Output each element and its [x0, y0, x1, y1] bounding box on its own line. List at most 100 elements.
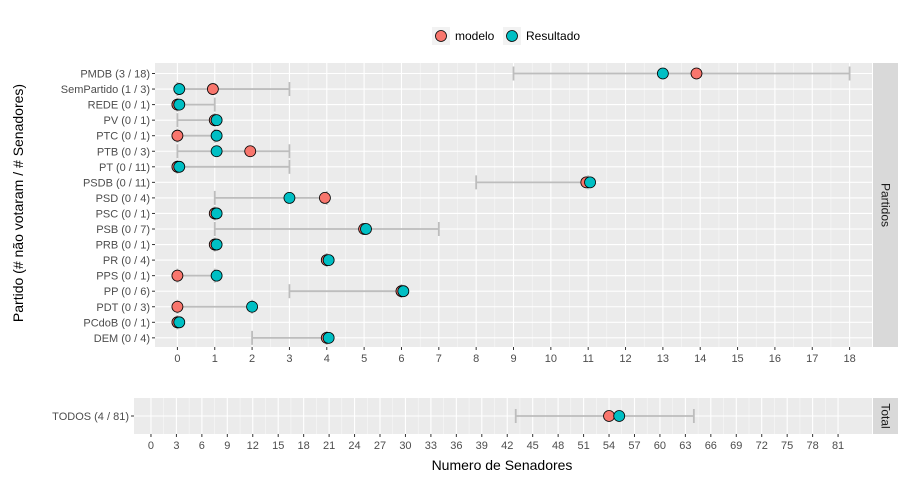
x-tick-label: 69 [730, 440, 742, 452]
x-tick-label: 39 [476, 440, 488, 452]
x-tick-label: 10 [545, 353, 557, 365]
x-tick-label: 6 [398, 353, 404, 365]
x-tick-label: 12 [619, 353, 631, 365]
x-tick-label: 42 [501, 440, 513, 452]
x-tick-label: 30 [399, 440, 411, 452]
y-tick-label: PCdoB (0 / 1) [83, 317, 150, 329]
range-ptb [176, 144, 291, 159]
x-tick-label: 3 [286, 353, 292, 365]
y-tick-label: PRB (0 / 1) [96, 240, 150, 252]
x-tick-label: 24 [348, 440, 360, 452]
x-tick-label: 1 [212, 353, 218, 365]
x-tick-label: 14 [694, 353, 706, 365]
x-tick-label: 16 [769, 353, 781, 365]
x-tick-label: 6 [199, 440, 205, 452]
point-resultado-pp [397, 285, 410, 298]
x-tick-label: 17 [806, 353, 818, 365]
y-tick-label: PTC (0 / 1) [96, 131, 150, 143]
point-resultado-psb [360, 223, 372, 235]
point-modelo-ptc [171, 129, 184, 142]
x-tick-label: 11 [582, 353, 593, 365]
legend-key-resultado [506, 30, 518, 42]
point-modelo-ptb [244, 145, 257, 158]
y-tick-label: PSB (0 / 7) [96, 224, 150, 236]
y-tick-label: PMDB (3 / 18) [80, 69, 150, 81]
range-psb [213, 222, 440, 236]
point-resultado-psd [283, 191, 296, 204]
x-tick-label: 9 [510, 353, 516, 365]
x-tick-label: 48 [552, 440, 564, 452]
point-resultado-rede [173, 98, 186, 111]
x-tick-label: 54 [603, 440, 615, 452]
x-tick-label: 8 [473, 353, 479, 365]
point-resultado-prb [210, 238, 223, 251]
legend: modelo Resultado [432, 27, 580, 45]
y-tick-label: DEM (0 / 4) [94, 333, 150, 345]
facet-strip-bg [873, 398, 898, 434]
facet-strip-label: Partidos [879, 183, 893, 227]
legend-label-resultado: Resultado [526, 29, 580, 43]
x-tick-label: 63 [679, 440, 691, 452]
point-resultado-dem [322, 331, 335, 344]
facet-strip-label: Total [879, 403, 893, 428]
x-tick-label: 27 [374, 440, 386, 452]
point-resultado-pr [322, 254, 335, 267]
point-resultado-pmdb [656, 67, 669, 80]
range-pmdb [512, 66, 851, 81]
x-tick-label: 75 [781, 440, 793, 452]
y-tick-label: PP (0 / 6) [104, 286, 150, 298]
x-tick-label: 5 [361, 353, 367, 365]
point-resultado-ptc [210, 129, 223, 142]
x-tick-label: 45 [527, 440, 539, 452]
y-tick-label: TODOS (4 / 81) [52, 411, 129, 423]
point-modelo-pmdb [690, 67, 703, 80]
x-tick-label: 72 [756, 440, 768, 452]
x-tick-label: 66 [705, 440, 717, 452]
x-tick-label: 18 [298, 440, 310, 452]
legend-key-modelo [435, 30, 447, 42]
y-tick-label: SemPartido (1 / 3) [61, 84, 150, 96]
legend-label-modelo: modelo [455, 29, 495, 43]
y-tick-label: PTB (0 / 3) [97, 146, 150, 158]
point-resultado-todos [613, 410, 626, 422]
x-tick-label: 0 [148, 440, 154, 452]
y-tick-label: PR (0 / 4) [103, 255, 150, 267]
x-tick-label: 78 [806, 440, 818, 452]
x-tick-label: 4 [324, 353, 330, 365]
y-tick-label: REDE (0 / 1) [88, 100, 150, 112]
y-tick-label: PDT (0 / 3) [96, 302, 150, 314]
y-axis-title: Partido (# não votaram / # Senadores) [10, 84, 26, 322]
x-tick-label: 33 [425, 440, 437, 452]
x-tick-label: 81 [832, 440, 844, 452]
point-resultado-sempartido [173, 83, 186, 95]
x-tick-label: 3 [173, 440, 179, 452]
point-modelo-pps [171, 269, 184, 282]
x-tick-label: 21 [323, 440, 335, 452]
y-tick-label: PSC (0 / 1) [96, 208, 150, 220]
x-tick-label: 12 [247, 440, 259, 452]
point-resultado-pdt [246, 300, 258, 313]
point-resultado-ptb [210, 145, 223, 158]
point-modelo-psd [319, 191, 331, 204]
point-modelo-todos [603, 410, 615, 422]
x-tick-label: 0 [174, 353, 180, 365]
y-tick-label: PT (0 / 11) [99, 162, 150, 174]
x-tick-label: 7 [436, 353, 442, 365]
point-resultado-pps [210, 269, 223, 282]
y-tick-label: PSD (0 / 4) [96, 193, 150, 205]
point-modelo-sempartido [206, 83, 219, 95]
x-tick-label: 57 [628, 440, 640, 452]
point-modelo-pdt [171, 300, 184, 313]
facet-strip-bg [873, 63, 898, 347]
x-tick-label: 60 [654, 440, 666, 452]
x-tick-label: 15 [272, 440, 284, 452]
point-resultado-pcdob [173, 316, 186, 329]
point-resultado-pv [210, 114, 223, 127]
y-tick-label: PPS (0 / 1) [96, 271, 150, 283]
x-tick-label: 13 [657, 353, 669, 365]
y-tick-label: PSDB (0 / 11) [83, 177, 150, 189]
x-tick-label: 9 [224, 440, 230, 452]
panel-total: 0 3 6 9 12 15 18 21 24 27 30 33 36 39 42 45 48 51 54 57 60 63… [52, 398, 898, 452]
